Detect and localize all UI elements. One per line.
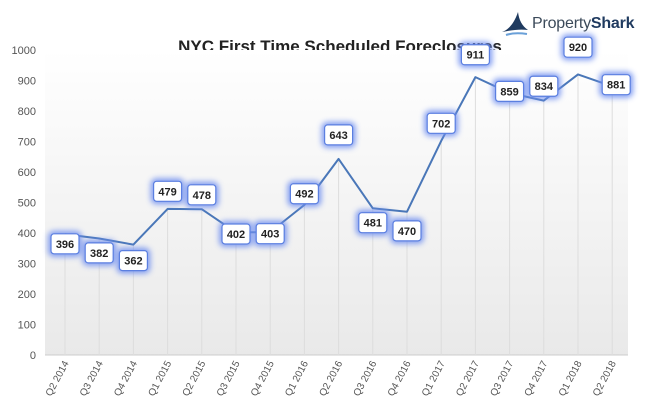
data-label-text: 643 [329, 130, 347, 142]
y-tick-label: 700 [18, 137, 36, 149]
shark-fin-icon [502, 12, 528, 36]
data-label-box [50, 233, 80, 255]
logo-text: PropertyShark [532, 15, 635, 33]
data-label-text: 470 [398, 226, 416, 238]
data-label-text: 362 [124, 256, 142, 268]
x-tick-label: Q1 2015 [147, 359, 175, 398]
y-tick-label: 300 [18, 259, 36, 271]
x-tick-label: Q3 2015 [215, 359, 243, 398]
data-label-box [187, 184, 217, 206]
data-label-box [495, 80, 525, 103]
x-tick-label: Q2 2015 [181, 359, 209, 398]
data-label-box [118, 249, 149, 272]
data-label-text: 481 [364, 218, 382, 230]
data-label-text: 702 [432, 118, 450, 130]
data-label-text: 920 [569, 42, 587, 54]
data-label-box [426, 112, 456, 134]
data-label: 911 [458, 41, 493, 68]
logo-text-part1: Property [532, 15, 591, 32]
x-tick-label: Q3 2014 [78, 359, 106, 398]
data-label-box [529, 75, 559, 97]
x-tick-label: Q4 2016 [386, 359, 414, 398]
data-label: 470 [390, 217, 424, 244]
x-tick-label: Q2 2017 [454, 359, 482, 398]
x-tick-label: Q2 2014 [44, 359, 72, 398]
data-label-text: 479 [158, 186, 176, 198]
data-label-box [358, 212, 388, 234]
data-label-box [392, 220, 422, 242]
data-label-box [221, 223, 251, 245]
x-tick-label: Q4 2017 [523, 359, 551, 398]
data-label-box [460, 44, 490, 66]
data-label: 920 [561, 34, 595, 61]
x-tick-label: Q2 2016 [318, 359, 346, 398]
x-tick-label: Q1 2018 [557, 359, 585, 398]
data-label: 396 [48, 230, 82, 257]
x-tick-label: Q4 2014 [112, 359, 140, 398]
data-label: 834 [526, 73, 561, 100]
data-label-text: 859 [500, 86, 518, 98]
data-label: 702 [424, 110, 459, 137]
data-label-text: 911 [467, 50, 485, 62]
data-label: 492 [287, 180, 322, 207]
propertyshark-logo: PropertyShark [500, 10, 640, 40]
data-label-text: 834 [535, 81, 554, 93]
y-tick-label: 200 [18, 289, 36, 301]
data-label-box [563, 36, 593, 58]
data-label-box [601, 74, 631, 96]
data-label-box [84, 242, 114, 264]
y-tick-label: 0 [30, 350, 36, 362]
data-label-text: 403 [261, 229, 279, 241]
data-label: 362 [116, 247, 151, 274]
y-tick-label: 500 [18, 198, 36, 210]
x-tick-label: Q3 2017 [489, 359, 517, 398]
x-tick-label: Q4 2015 [249, 359, 277, 398]
y-tick-label: 100 [18, 320, 36, 332]
data-label: 402 [219, 220, 253, 247]
x-tick-label: Q3 2016 [352, 359, 380, 398]
y-tick-label: 900 [18, 76, 36, 88]
data-label: 382 [82, 239, 117, 266]
data-label: 403 [253, 220, 288, 247]
data-label-box [324, 124, 354, 146]
data-label: 859 [492, 78, 527, 105]
data-label-text: 478 [193, 190, 211, 202]
data-label-box [153, 180, 183, 202]
data-label-text: 396 [56, 239, 74, 251]
data-label-text: 402 [227, 229, 245, 241]
y-tick-label: 600 [18, 167, 36, 179]
x-tick-label: Q1 2016 [283, 359, 311, 398]
data-label-text: 881 [607, 80, 625, 92]
x-tick-label: Q1 2017 [420, 359, 448, 398]
data-label-box [289, 183, 319, 205]
data-label-text: 382 [90, 248, 108, 260]
data-label: 481 [355, 209, 390, 236]
y-tick-label: 800 [18, 106, 36, 118]
data-label: 478 [184, 181, 219, 208]
x-tick-label: Q2 2018 [591, 359, 619, 398]
data-label-box [255, 223, 285, 245]
logo-text-part2: Shark [590, 15, 635, 32]
data-label: 881 [599, 71, 634, 98]
y-tick-label: 1000 [12, 45, 36, 57]
data-label: 643 [321, 121, 356, 148]
data-label-text: 492 [295, 189, 313, 201]
plot-area [45, 50, 628, 355]
data-label: 479 [150, 178, 185, 205]
y-tick-label: 400 [18, 228, 36, 240]
